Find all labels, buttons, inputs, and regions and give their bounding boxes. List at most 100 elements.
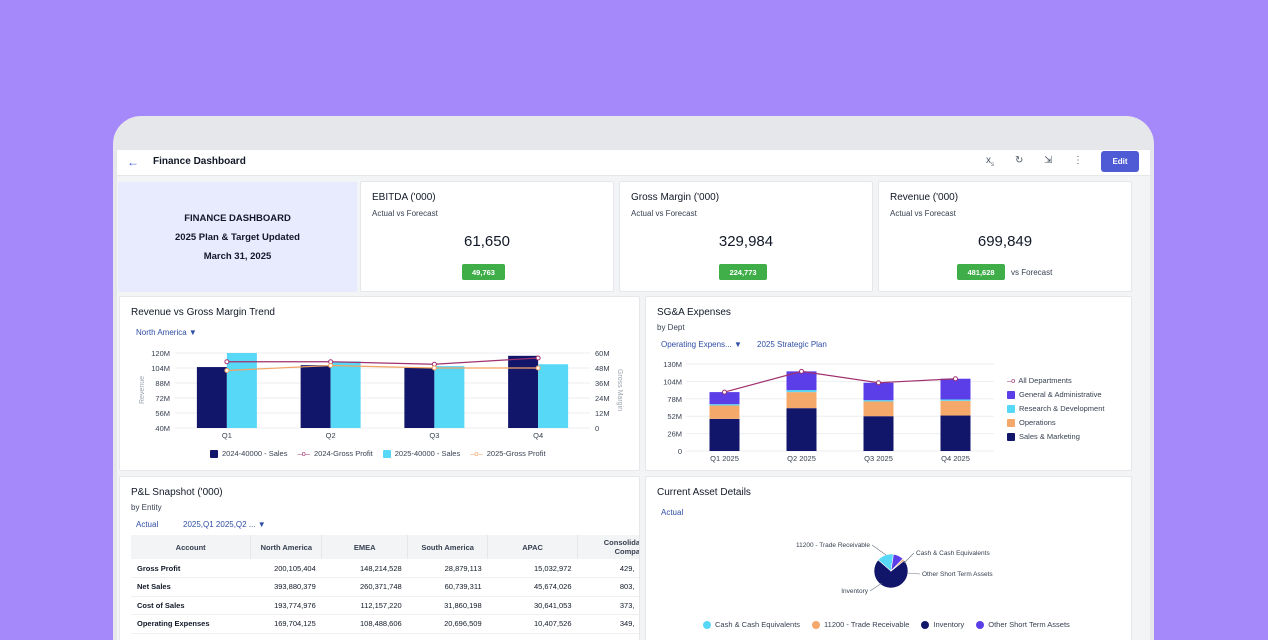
pie-leader-line [869,582,883,592]
variable-icon[interactable]: xs [986,155,994,168]
legend-item[interactable]: Cash & Cash Equivalents [715,620,801,629]
legend-item[interactable]: Inventory [933,620,965,629]
column-header[interactable]: Consolida Compa [577,535,639,559]
table-cell: 803, [577,577,639,597]
legend-item: General & Administrative [1019,390,1102,399]
edit-button[interactable]: Edit [1101,151,1139,172]
kpi-value: 699,849 [977,233,1033,250]
pie-slice [890,558,905,572]
plan-filter[interactable]: 2025 Strategic Plan [757,340,827,349]
y-tick-label: 130M [663,360,682,369]
scenario-filter[interactable]: Actual [136,520,158,529]
y-tick-label: 78M [667,395,682,404]
y-tick-label: 104M [663,377,682,386]
bar-segment [709,405,740,419]
x-tick-label: Q2 2025 [787,454,816,463]
bar-segment [863,400,894,402]
bar-segment [786,390,817,393]
revenue-trend-card: Revenue vs Gross Margin Trend North Amer… [119,296,640,471]
legend-row[interactable]: General & Administrative [1007,390,1104,399]
legend-item[interactable]: Other Short Term Assets [988,620,1070,629]
bar-segment [786,392,817,409]
legend-swatch [382,449,391,458]
table-cell: 60,739,311 [407,577,488,597]
legend-item: Operations [1019,418,1056,427]
banner-date: March 31, 2025 [203,250,272,262]
card-title: SG&A Expenses [657,307,731,318]
table-row[interactable]: Gross Profit 200,105,404 148,214,528 28,879… [131,559,639,578]
legend-row[interactable]: Sales & Marketing [1007,432,1104,441]
bar-segment [863,382,894,401]
y-tick-label: 104M [151,364,170,373]
table-cell: 373, [577,596,639,615]
asset-scenario-filter[interactable]: Actual [661,508,683,517]
card-title: Revenue vs Gross Margin Trend [131,307,275,318]
legend-item[interactable]: 2024-Gross Profit [313,449,373,458]
bar-segment [709,404,740,406]
legend-item[interactable]: 2025-40000 - Sales [394,449,461,458]
column-header[interactable]: EMEA [321,535,409,559]
sga-expenses-card: SG&A Expenses by Dept Operating Expens..… [645,296,1132,471]
card-subtitle: by Dept [657,323,685,332]
legend-row[interactable]: Operations [1007,418,1104,427]
kpi-title: EBITDA ('000) [372,192,436,203]
region-filter[interactable]: North America ▼ [136,328,197,337]
plan-filter-value: 2025 Strategic Plan [757,340,827,349]
pie-leader-line [871,544,887,556]
line-point [876,380,881,386]
y-tick-label: 88M [155,379,170,388]
x-tick-label: Q3 [429,431,439,440]
banner-title: FINANCE DASHBOARD [184,212,291,224]
series-line [226,357,539,365]
y-tick-label: 52M [667,412,682,421]
y2-tick-label: 36M [595,379,610,388]
card-title: Current Asset Details [657,487,751,498]
legend-line-icon: –o– [297,449,310,458]
legend-line-icon: –o [1007,376,1016,385]
more-icon[interactable]: ⋮ [1073,155,1083,166]
pie-leader-line [907,572,921,575]
line-point [224,368,230,373]
row-account: Net Sales [131,577,251,597]
bar-segment [786,371,817,391]
table-cell: 45,674,026 [487,577,578,597]
refresh-icon[interactable]: ↻ [1015,155,1024,166]
kpi-card-ebitda[interactable]: EBITDA ('000) Actual vs Forecast 61,650 … [360,181,614,292]
collapse-icon[interactable]: ⇲ [1044,155,1053,166]
y-tick-label: 56M [155,409,170,418]
asset-pie-chart: 11200 - Trade Receivable Cash & Cash Equi… [796,542,993,595]
table-cell: 15,032,972 [487,559,578,578]
table-cell: 349, [577,614,639,634]
kpi-card-gross-margin[interactable]: Gross Margin ('000) Actual vs Forecast 3… [619,181,873,292]
table-row[interactable]: Net Sales 393,880,379 260,371,748 60,739,31… [131,577,639,597]
x-tick-label: Q2 [326,431,336,440]
kpi-value: 329,984 [718,233,774,250]
legend-row[interactable]: Research & Development [1007,404,1104,413]
legend-row[interactable]: –o All Departments [1007,376,1104,385]
scenario-filter-value: Actual [136,520,159,529]
kpi-card-revenue[interactable]: Revenue ('000) Actual vs Forecast 699,84… [878,181,1132,292]
period-filter[interactable]: 2025,Q1 2025,Q2 ... ▼ [183,520,266,529]
table-cell: 260,371,748 [321,577,408,597]
table-row[interactable]: Operating Expenses 169,704,125 108,488,606… [131,614,639,634]
y-axis-title: Revenue [139,376,146,404]
legend-item[interactable]: 2025-Gross Profit [486,449,546,458]
arrow-left-icon[interactable]: ← [127,155,139,169]
table-row[interactable]: Cost of Sales 193,774,976 112,157,220 31,86… [131,596,639,615]
y2-tick-label: 12M [595,409,610,418]
column-header[interactable]: North America [250,535,323,559]
kpi-badge: 49,763 [462,264,505,280]
legend-item[interactable]: 2024-40000 - Sales [222,449,288,458]
bar [404,368,435,428]
caret-down-icon: ▼ [733,340,742,349]
table-cell: 148,214,528 [321,559,408,578]
column-header[interactable]: South America [407,535,489,559]
top-bar: ← Finance Dashboard xs ↻ ⇲ ⋮ Edit [117,150,1150,176]
expense-filter[interactable]: Operating Expens... ▼ [661,340,742,349]
pl-table: Account North America EMEA South America… [131,535,639,634]
table-cell: 31,860,198 [407,596,488,615]
legend-item[interactable]: 11200 - Trade Receivable [824,620,910,629]
y-tick-label: 120M [151,349,170,358]
column-header[interactable]: Account [131,535,252,559]
column-header[interactable]: APAC [487,535,579,559]
